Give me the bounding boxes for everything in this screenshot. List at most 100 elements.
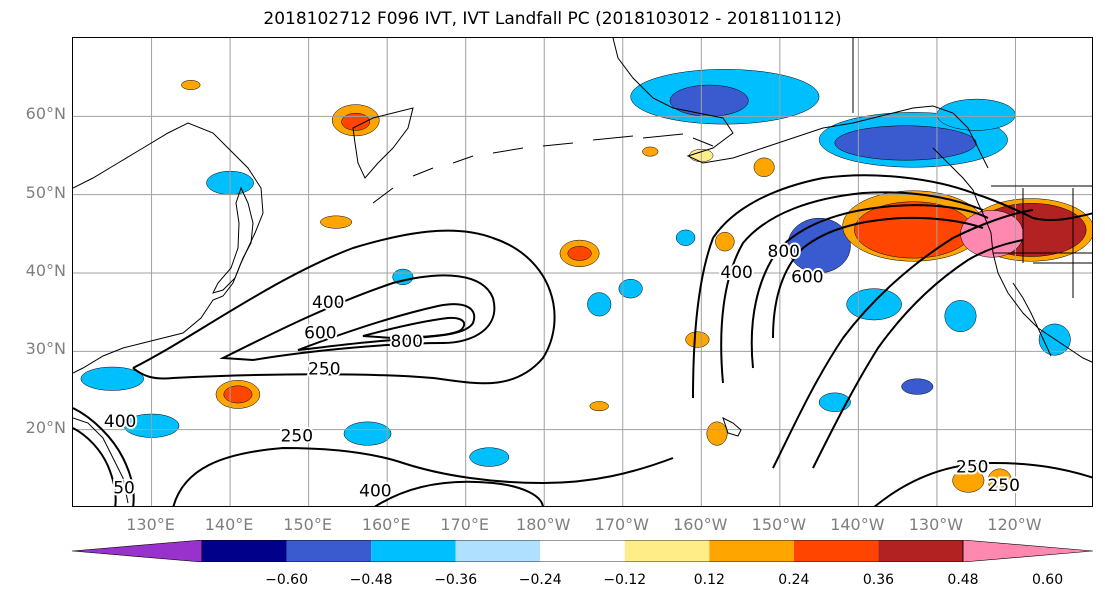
shaded-region xyxy=(589,401,609,412)
contour-label: 800 xyxy=(391,332,423,352)
lat-tick-label: 60°N xyxy=(25,104,66,124)
shaded-region xyxy=(936,98,1016,131)
lat-tick-label: 40°N xyxy=(25,261,66,280)
shaded-region xyxy=(320,215,353,229)
shaded-region xyxy=(618,279,643,299)
graticule xyxy=(73,38,1092,506)
contour-250-west xyxy=(132,229,556,385)
contour-label: 250 xyxy=(308,359,340,379)
lat-tick-label: 50°N xyxy=(25,182,66,202)
colorbar-segment xyxy=(371,540,456,562)
lon-tick-label: 160°E xyxy=(361,515,411,534)
coastline-kamchatka xyxy=(352,107,414,179)
contour-outer-east-2 xyxy=(812,239,1024,469)
colorbar-extend-low xyxy=(72,540,203,562)
contour-800-west xyxy=(362,316,466,340)
contour-label: 400 xyxy=(359,482,391,502)
shaded-region xyxy=(706,421,728,446)
lon-tick-label: 180°W xyxy=(516,515,571,534)
contour-west-edge xyxy=(73,407,135,506)
colorbar-tick-label: 0.36 xyxy=(862,572,895,588)
coastline-north-america xyxy=(932,147,1092,363)
shaded-region xyxy=(341,112,371,131)
shaded-region xyxy=(834,125,977,161)
lon-tick-label: 140°E xyxy=(204,515,254,534)
shaded-region xyxy=(567,246,592,261)
lat-tick-label: 30°N xyxy=(25,339,66,359)
lon-tick-label: 120°W xyxy=(987,515,1042,534)
coastline-asia xyxy=(73,122,264,374)
colorbar-tick-label: 0.60 xyxy=(1031,572,1064,588)
contour-label: 400 xyxy=(312,293,344,313)
map-area: 400 600 800 250 250 400 400 800 600 250 250 400 50 xyxy=(72,37,1093,507)
contour-250-southeast xyxy=(873,461,1092,506)
shaded-region xyxy=(846,288,902,321)
contour-label: 50 xyxy=(113,478,135,498)
ivt-contours xyxy=(73,174,1092,506)
contour-400-east xyxy=(720,191,984,384)
shaded-region xyxy=(753,157,775,177)
lon-tick-label: 150°W xyxy=(751,515,807,534)
colorbar-tick-label: −0.48 xyxy=(349,572,393,588)
shaded-region xyxy=(669,84,749,117)
border-us-states xyxy=(993,188,1092,298)
shaded-region xyxy=(675,229,696,246)
coastlines xyxy=(73,38,1092,504)
contour-400-west xyxy=(219,274,496,362)
map-title: 2018102712 F096 IVT, IVT Landfall PC (20… xyxy=(263,9,842,29)
shaded-region xyxy=(642,146,659,157)
contour-600-east xyxy=(750,204,989,369)
contour-600-west xyxy=(297,303,476,351)
shaded-region xyxy=(715,232,735,252)
contour-outer-east xyxy=(772,209,1034,469)
shaded-region xyxy=(952,468,985,493)
border-canada-us xyxy=(852,38,1092,187)
shaded-region xyxy=(944,300,977,333)
shaded-region xyxy=(587,292,612,317)
contour-800-east xyxy=(772,216,984,339)
shaded-region xyxy=(987,468,1012,493)
contour-250-east xyxy=(692,174,1092,399)
colorbar-tick-label: −0.12 xyxy=(603,572,647,588)
colorbar-tick-label: −0.60 xyxy=(265,572,308,588)
shaded-region xyxy=(469,447,510,467)
shaded-region xyxy=(685,331,710,348)
coastline-alaska xyxy=(612,38,989,169)
lon-tick-label: 170°W xyxy=(594,515,649,534)
ivt-pc-shading xyxy=(80,69,1092,493)
lat-tick-label: 20°N xyxy=(25,417,66,437)
coastline-japan xyxy=(212,186,254,294)
lon-tick-label: 150°E xyxy=(283,515,332,534)
colorbar-segment xyxy=(286,540,372,562)
colorbar-segment xyxy=(624,540,710,562)
colorbar-tick-label: −0.24 xyxy=(518,572,562,588)
shaded-region xyxy=(960,210,1024,258)
colorbar xyxy=(72,540,1093,562)
coastline-baja xyxy=(1012,282,1052,357)
contour-label: 250 xyxy=(956,457,988,477)
lon-tick-label: 170°E xyxy=(440,515,490,534)
coastline-hawaii xyxy=(722,417,742,437)
colorbar-segment xyxy=(455,540,541,562)
lon-tick-label: 160°W xyxy=(673,515,728,534)
contour-400-south xyxy=(374,480,544,506)
contour-west-edge-2 xyxy=(73,427,117,506)
contour-label: 600 xyxy=(304,323,336,343)
coastline-china xyxy=(73,417,129,504)
shaded-region xyxy=(818,392,851,412)
shaded-region xyxy=(854,201,973,259)
contour-label: 600 xyxy=(791,268,823,288)
colorbar-tick-label: 0.24 xyxy=(778,572,810,588)
coastline-aleutians xyxy=(372,133,714,204)
shaded-region xyxy=(181,80,201,90)
contour-label: 800 xyxy=(768,242,800,262)
contour-250-south xyxy=(172,446,674,506)
colorbar-segment xyxy=(793,540,879,562)
colorbar-segment xyxy=(709,540,794,562)
colorbar-segment xyxy=(540,540,625,562)
colorbar-segment xyxy=(878,540,963,562)
lon-tick-label: 140°W xyxy=(830,515,885,534)
shaded-region xyxy=(80,366,144,391)
